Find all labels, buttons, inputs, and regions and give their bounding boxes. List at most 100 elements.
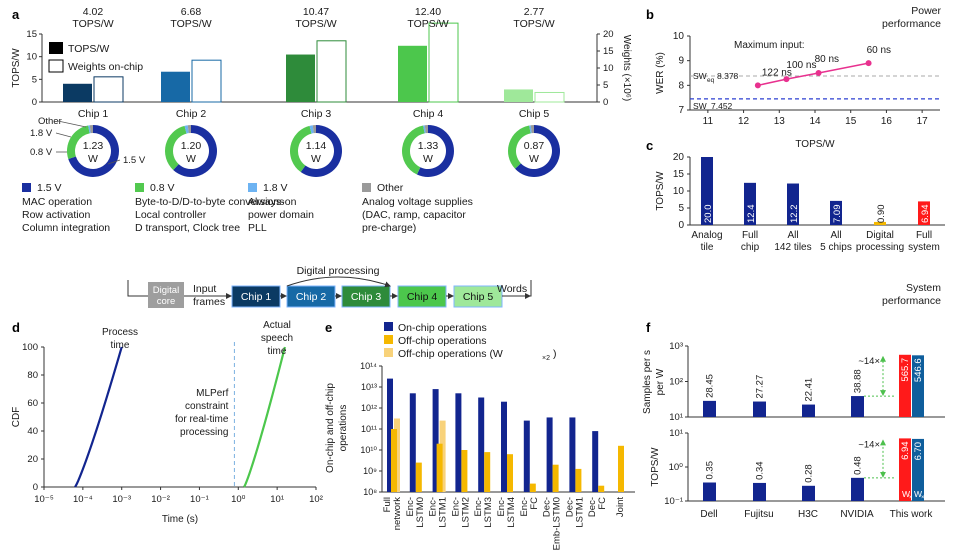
category-label: FC [597, 497, 608, 510]
category-label: Enc- [496, 497, 507, 517]
ytick-label: 10 [673, 186, 685, 197]
tops-value-label: 6.68 [181, 6, 202, 18]
value-label: 7.09 [832, 205, 843, 224]
callout-other: Other [38, 116, 62, 127]
wer-point [754, 82, 761, 89]
voltage-desc-line: Byte-to-D/D-to-byte conversions [135, 196, 284, 208]
callout-0v8: 0.8 V [30, 147, 53, 158]
chip-box-label: Chip 5 [463, 291, 494, 303]
ytick-label-right: 15 [603, 46, 614, 57]
value-label: 20.0 [703, 205, 714, 224]
bar-tops [63, 83, 92, 102]
donut-slice-v15 [416, 125, 455, 178]
donut-total-value: 0.87 [524, 140, 545, 152]
bar-off-chip [618, 445, 624, 492]
this-work-sublabel: W [902, 489, 910, 499]
bar-value-label: 0.48 [853, 456, 864, 475]
ytick-label-left: 5 [32, 74, 37, 85]
voltage-desc-line: PLL [248, 222, 267, 234]
bar-on-chip [409, 393, 416, 492]
ref-value-sw: 7.452 [711, 101, 733, 111]
voltage-desc-line: Column integration [22, 222, 110, 234]
tops-unit-label: TOPS/W [407, 18, 448, 30]
xtick-label: 12 [738, 116, 750, 127]
cdf-curve [243, 346, 286, 488]
category-label: Dec- [564, 497, 575, 517]
xtick-label: 10⁻³ [112, 494, 131, 505]
ylabel-left: TOPS/W [11, 48, 22, 88]
value-label: 0.90 [876, 205, 887, 224]
xtick-label: 16 [881, 116, 893, 127]
bar-value-label: 0.34 [755, 461, 766, 480]
category-label: Full [382, 497, 393, 512]
bar-value-label: 546.6 [913, 358, 924, 382]
callout-line-other [57, 120, 87, 128]
xtick-label: 17 [917, 116, 929, 127]
legend-swatch [384, 322, 393, 331]
digital-processing-arc [286, 276, 391, 288]
digital-core-box [148, 282, 184, 308]
input-frames-label: frames [193, 296, 225, 308]
xtick-label: 13 [774, 116, 786, 127]
constraint-label: processing [180, 427, 228, 438]
ylabel-right: Weights (×10⁶) [621, 35, 632, 101]
ytick-label: 10¹ [669, 412, 683, 423]
voltage-desc-line: Local controller [135, 209, 207, 221]
xtick-label: 10¹ [270, 494, 284, 505]
category-label: LSTM1 [438, 497, 449, 528]
donut-slice-v18 [184, 125, 189, 134]
ytick-label: 10¹² [361, 403, 377, 413]
donut-slice-other [312, 125, 316, 134]
category-label: Enc- [450, 497, 461, 517]
category-label: Emb-LSTM0 [552, 497, 563, 550]
voltage-swatch-v18 [248, 183, 257, 192]
wer-line [757, 62, 869, 87]
category-label: LSTM4 [506, 497, 517, 528]
ytick-label: 20 [673, 152, 685, 163]
tops-unit-label: TOPS/W [72, 18, 113, 30]
category-label: This work [890, 509, 934, 520]
xlabel: Time (s) [162, 514, 198, 525]
ytick-label: 10³ [669, 341, 683, 352]
ylabel: operations [338, 405, 349, 452]
callout-line-1v8 [55, 132, 72, 138]
legend-subscript: ×2 [542, 355, 550, 362]
bar [899, 354, 911, 417]
bar [787, 183, 799, 225]
ytick-label: 15 [673, 169, 685, 180]
ytick-label: 10⁹ [363, 466, 377, 476]
digital-core-label: core [157, 296, 175, 307]
category-label: LSTM1 [574, 497, 585, 528]
category-label: Enc- [405, 497, 416, 517]
xtick-label: 11 [703, 116, 714, 127]
donut-slice-v18 [529, 125, 532, 134]
donut-slice-other [424, 125, 428, 134]
voltage-desc-line: Always-on [248, 196, 297, 208]
series-label: Process [102, 327, 138, 338]
category-label: FC [529, 497, 540, 510]
point-label: 100 ns [786, 60, 816, 71]
bar-value-label: 565.7 [900, 358, 911, 382]
panel-letter-b: b [646, 7, 654, 22]
tops-unit-label: TOPS/W [513, 18, 554, 30]
category-label: Enc- [473, 497, 484, 517]
bar-tops [286, 54, 315, 102]
donut-total-unit: W [88, 153, 98, 165]
category-label: LSTM2 [460, 497, 471, 528]
ytick-label: 7 [678, 105, 684, 116]
value-label: 12.2 [789, 205, 800, 224]
constraint-label: MLPerf [196, 388, 228, 399]
xlabel: TOPS/W [795, 139, 835, 150]
ytick-label: 8 [678, 80, 684, 91]
panel-e-operations: 10⁸ 10⁹ 10¹⁰ 10¹¹ 10¹² 10¹³ 10¹⁴ On-chip and of… [325, 322, 635, 550]
bar-on-chip [523, 420, 530, 492]
donut-total-value: 1.23 [83, 140, 104, 152]
tops-value-label: 2.77 [524, 6, 545, 18]
category-label: LSTM3 [483, 497, 494, 528]
legend-weights-swatch [48, 59, 64, 73]
category-label: Enc- [519, 497, 530, 517]
bar [912, 438, 924, 501]
ytick-label: 0 [678, 220, 684, 231]
